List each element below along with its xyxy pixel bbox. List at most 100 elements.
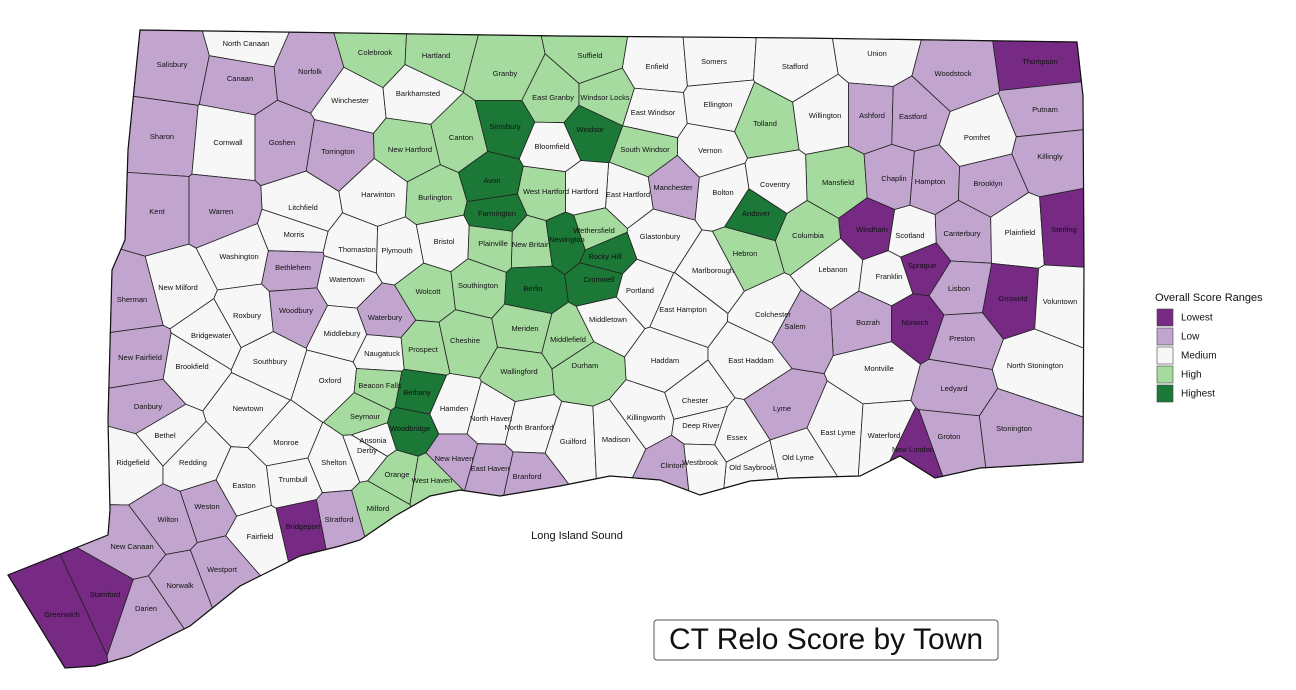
town-label: West Haven (412, 476, 453, 485)
town-label: Newtown (233, 404, 264, 413)
town-label: Easton (232, 481, 255, 490)
town-label: Southington (458, 281, 498, 290)
town-label: Southbury (253, 357, 287, 366)
town-regions (7, 29, 1085, 669)
town-label: Farmington (478, 209, 516, 218)
town-label: Coventry (760, 180, 790, 189)
town-label: Danbury (134, 402, 163, 411)
town-label: Morris (284, 230, 305, 239)
town-label: East Haddam (728, 356, 773, 365)
town-label: Wethersfield (573, 226, 615, 235)
town-label: Voluntown (1043, 297, 1078, 306)
town-label: Killingly (1037, 152, 1063, 161)
town-label: Monroe (273, 438, 298, 447)
town-region (734, 81, 800, 159)
town-label: Redding (179, 458, 207, 467)
town-label: Avon (484, 176, 501, 185)
town-label: Litchfield (288, 203, 318, 212)
town-label: Salem (784, 322, 805, 331)
town-label: Putnam (1032, 105, 1058, 114)
town-label: Oxford (319, 376, 342, 385)
town-label: Old Lyme (782, 453, 814, 462)
town-label: Warren (209, 207, 233, 216)
legend-swatch (1156, 308, 1174, 327)
town-label: Hampton (915, 177, 945, 186)
town-label: Plainfield (1005, 228, 1035, 237)
town-label: North Branford (504, 423, 553, 432)
town-label: Stratford (325, 515, 354, 524)
town-label: Hamden (440, 404, 468, 413)
town-label: New Haven (435, 454, 474, 463)
town-label: Norfolk (298, 67, 322, 76)
town-label: Trumbull (279, 475, 308, 484)
town-label: Greenwich (44, 610, 80, 619)
legend-label: Medium (1181, 351, 1217, 362)
legend-label: Lowest (1181, 313, 1213, 324)
town-label: Naugatuck (364, 349, 400, 358)
town-label: Seymour (350, 412, 381, 421)
town-label: Madison (602, 435, 630, 444)
town-label: Windsor Locks (580, 93, 629, 102)
town-label: Woodbury (279, 306, 313, 315)
town-label: Canton (449, 133, 473, 142)
town-label: Montville (864, 364, 894, 373)
town-label: Cheshire (450, 336, 480, 345)
town-label: Lyme (773, 404, 791, 413)
town-label: Salisbury (157, 60, 188, 69)
legend-label: Low (1181, 332, 1200, 343)
town-labels: North Canaan Salisbury Canaan Norfolk Colebr… (44, 39, 1077, 619)
town-label: Marlborough (692, 266, 734, 275)
town-label: Bridgewater (191, 331, 232, 340)
town-label: Norwich (901, 318, 928, 327)
town-label: Guilford (560, 437, 586, 446)
town-label: Somers (701, 57, 727, 66)
town-label: Essex (727, 433, 748, 442)
town-label: South Windsor (620, 145, 670, 154)
town-label: Cornwall (213, 138, 243, 147)
town-label: Rocky Hill (588, 252, 622, 261)
state-outline (7, 29, 1085, 669)
town-label: East Hartford (606, 190, 650, 199)
town-label: Bridgeport (286, 522, 322, 531)
town-label: Ashford (859, 111, 885, 120)
legend-label: Highest (1181, 389, 1215, 400)
town-label: Bristol (434, 237, 455, 246)
town-label: North Stonington (1007, 361, 1063, 370)
town-label: Newington (549, 235, 584, 244)
legend-swatch (1156, 365, 1174, 384)
town-label: Clinton (660, 461, 683, 470)
town-label: Bethlehem (275, 263, 311, 272)
town-label: Thomaston (338, 245, 376, 254)
town-label: Durham (572, 361, 599, 370)
town-label: Windsor (576, 125, 604, 134)
town-label: Killingworth (627, 413, 665, 422)
town-label: North Canaan (223, 39, 270, 48)
town-label: New Britain (512, 240, 550, 249)
town-label: Glastonbury (640, 232, 681, 241)
town-label: Eastford (899, 112, 927, 121)
town-label: East Lyme (820, 428, 855, 437)
town-label: Lebanon (818, 265, 847, 274)
town-label: Cromwell (583, 275, 615, 284)
town-label: Roxbury (233, 311, 261, 320)
town-label: Union (867, 49, 887, 58)
town-label: Old Saybrook (729, 463, 775, 472)
town-label: Kent (149, 207, 165, 216)
town-label: Lisbon (948, 284, 970, 293)
town-label: Brooklyn (973, 179, 1002, 188)
town-label: Colchester (755, 310, 791, 319)
town-label: Watertown (329, 275, 365, 284)
town-label: East Granby (532, 93, 574, 102)
town-label: Stamford (90, 590, 120, 599)
town-label: Scotland (895, 231, 924, 240)
town-label: Plainville (478, 239, 508, 248)
town-label: Bethany (403, 388, 431, 397)
town-label: Stafford (782, 62, 808, 71)
town-label: Portland (626, 286, 654, 295)
town-label: Wolcott (416, 287, 442, 296)
town-label: Haddam (651, 356, 679, 365)
town-label: Thompson (1022, 57, 1057, 66)
town-label: Vernon (698, 146, 722, 155)
town-label: North Haven (470, 414, 512, 423)
